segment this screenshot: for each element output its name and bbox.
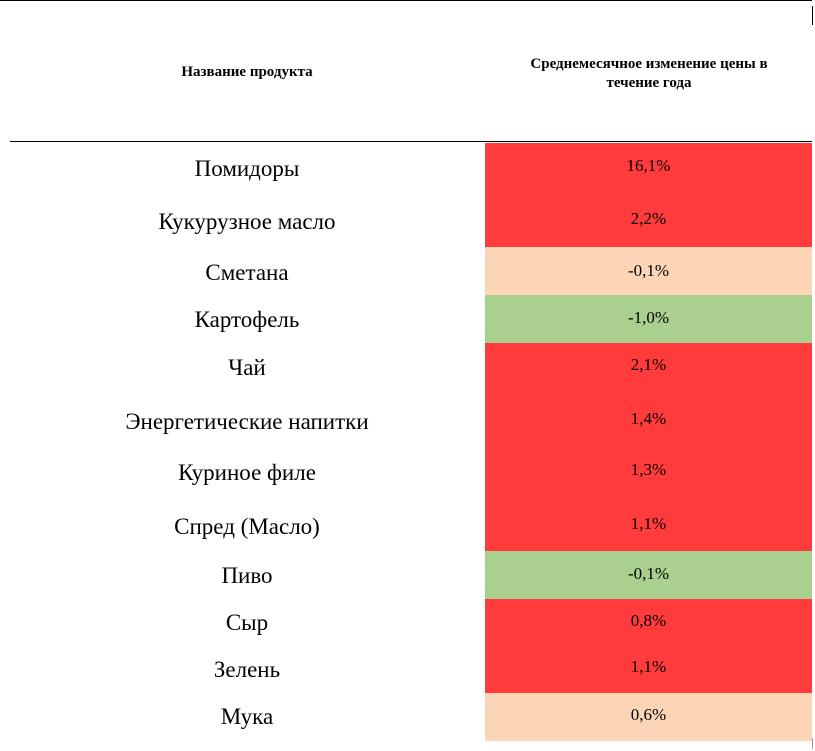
bottom-border-tick bbox=[812, 738, 813, 749]
price-change-cell: -0,1% bbox=[627, 261, 670, 280]
price-change-cell: -1,0% bbox=[627, 308, 670, 327]
price-change-cell: 1,4% bbox=[630, 409, 667, 428]
value-cell-background bbox=[485, 693, 812, 741]
value-cell-background bbox=[485, 447, 812, 499]
table-row: Помидоры 16,1% bbox=[0, 143, 815, 195]
column-header-price-change: Среднемесячное изменение цены в течение … bbox=[486, 55, 812, 93]
price-change-cell: 1,1% bbox=[630, 657, 667, 676]
value-cell-background bbox=[485, 343, 812, 395]
value-cell-background bbox=[485, 143, 812, 195]
value-cell-background bbox=[485, 247, 812, 295]
table-row: Спред (Масло) 1,1% bbox=[0, 499, 815, 551]
product-name-cell: Куриное филе bbox=[178, 460, 316, 485]
right-border-tick bbox=[812, 6, 813, 25]
product-name-cell: Картофель bbox=[194, 307, 300, 332]
price-change-cell: 0,6% bbox=[630, 705, 667, 724]
value-cell-background bbox=[485, 599, 812, 646]
table-row: Пиво -0,1% bbox=[0, 551, 815, 599]
product-name-cell: Спред (Масло) bbox=[174, 514, 320, 539]
value-cell-background bbox=[485, 195, 812, 247]
header-divider bbox=[10, 141, 812, 142]
price-change-cell: 2,2% bbox=[630, 209, 667, 228]
product-name-cell: Зелень bbox=[213, 657, 281, 682]
product-name-cell: Пиво bbox=[221, 563, 273, 588]
product-name-cell: Кукурузное масло bbox=[158, 209, 336, 234]
product-name-cell: Помидоры bbox=[194, 156, 300, 181]
price-change-cell: 2,1% bbox=[630, 355, 667, 374]
value-cell-background bbox=[485, 551, 812, 599]
price-change-cell: 0,8% bbox=[630, 611, 667, 630]
price-change-cell: 16,1% bbox=[626, 156, 671, 175]
table-row: Кукурузное масло 2,2% bbox=[0, 195, 815, 247]
price-change-cell: 1,1% bbox=[630, 514, 667, 533]
column-header-price-change-line1: Среднемесячное изменение цены в bbox=[530, 56, 768, 72]
product-name-cell: Энергетические напитки bbox=[125, 409, 369, 434]
price-change-cell: -0,1% bbox=[627, 564, 670, 583]
column-header-price-change-line2: течение года bbox=[606, 75, 692, 91]
table-row: Куриное филе 1,3% bbox=[0, 447, 815, 499]
product-name-cell: Чай bbox=[228, 355, 266, 380]
table-row: Сыр 0,8% bbox=[0, 599, 815, 646]
column-header-product-name: Название продукта bbox=[181, 64, 313, 80]
price-change-cell: 1,3% bbox=[630, 460, 667, 479]
product-name-cell: Мука bbox=[220, 704, 274, 729]
table-row: Картофель -1,0% bbox=[0, 295, 815, 343]
value-cell-background bbox=[485, 295, 812, 343]
value-cell-background bbox=[485, 646, 812, 693]
top-border bbox=[0, 0, 812, 1]
table-body: Помидоры 16,1% Кукурузное масло 2,2% Сметана… bbox=[0, 143, 815, 741]
table-row: Зелень 1,1% bbox=[0, 646, 815, 693]
product-name-cell: Сметана bbox=[205, 260, 289, 285]
value-cell-background bbox=[485, 499, 812, 551]
table-row: Чай 2,1% bbox=[0, 343, 815, 395]
table-row: Энергетические напитки 1,4% bbox=[0, 395, 815, 447]
product-name-cell: Сыр bbox=[225, 610, 269, 635]
table-row: Мука 0,6% bbox=[0, 693, 815, 741]
table-row: Сметана -0,1% bbox=[0, 247, 815, 295]
value-cell-background bbox=[485, 395, 812, 447]
